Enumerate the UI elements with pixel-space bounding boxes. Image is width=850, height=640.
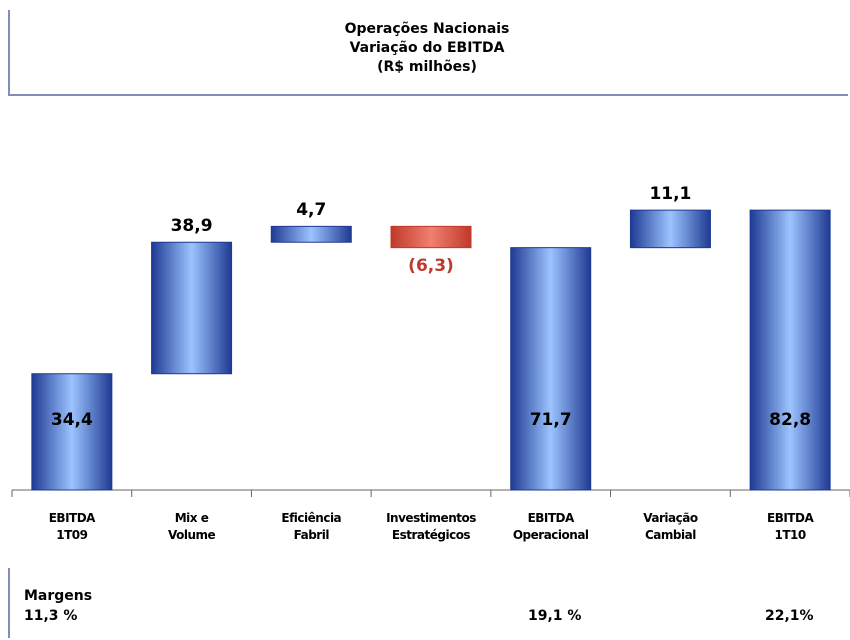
value-label: (6,3) bbox=[408, 255, 454, 276]
margins-title: Margens bbox=[24, 588, 93, 604]
bar bbox=[31, 373, 113, 491]
title-box bbox=[8, 10, 848, 96]
bar bbox=[510, 247, 592, 491]
bar bbox=[151, 241, 233, 375]
x-tick-label: Investimentos Estratégicos bbox=[386, 511, 476, 542]
value-label: 38,9 bbox=[170, 216, 213, 237]
x-tick-label: Eficiência Fabril bbox=[281, 511, 342, 542]
bar bbox=[270, 225, 352, 243]
x-tick-label: EBITDA 1T10 bbox=[767, 511, 814, 542]
x-tick-label: Variação Cambial bbox=[643, 511, 698, 542]
x-tick-label: EBITDA Operacional bbox=[512, 511, 589, 542]
value-label: 34,4 bbox=[50, 410, 93, 430]
bar bbox=[629, 209, 711, 249]
x-tick-label: Mix e Volume bbox=[167, 511, 216, 542]
value-label: 4,7 bbox=[296, 200, 327, 221]
value-label: 11,1 bbox=[649, 184, 692, 205]
bar bbox=[749, 209, 831, 491]
margins-box bbox=[8, 568, 848, 638]
value-label: 82,8 bbox=[769, 410, 812, 430]
margin-value: 11,3 % bbox=[24, 608, 78, 624]
x-tick-label: EBITDA 1T09 bbox=[48, 511, 96, 542]
chart-title: Operações Nacionais Variação do EBITDA (… bbox=[344, 21, 510, 75]
value-label: 71,7 bbox=[529, 410, 572, 430]
margin-value: 22,1% bbox=[765, 608, 814, 624]
bar bbox=[390, 225, 472, 249]
margin-value: 19,1 % bbox=[528, 608, 582, 624]
